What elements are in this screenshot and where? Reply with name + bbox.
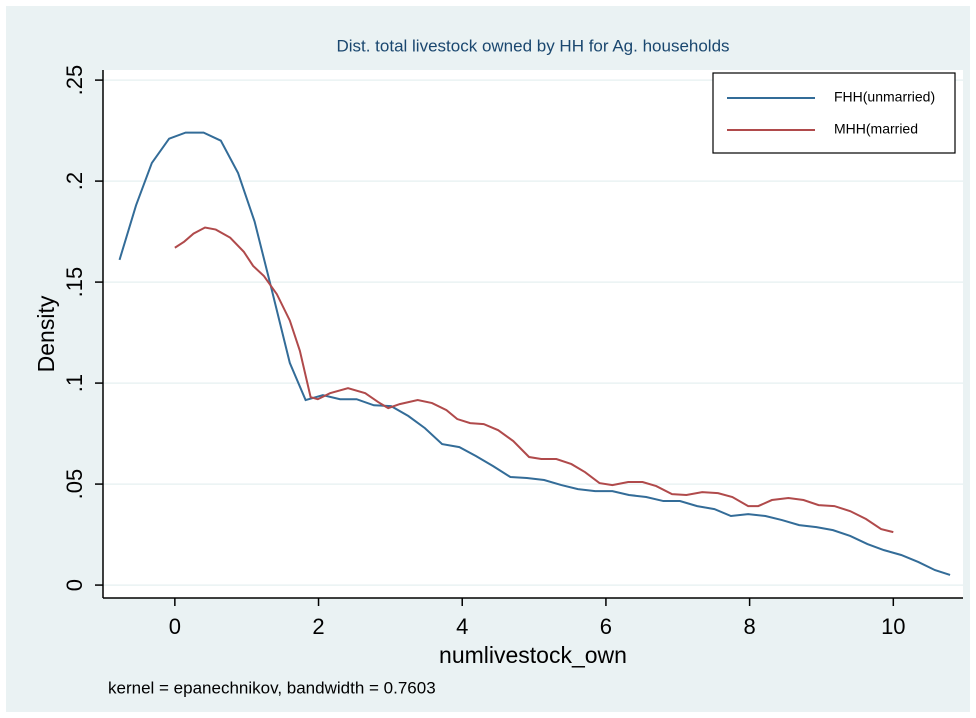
y-tick-label: .25 bbox=[62, 65, 87, 96]
series-line bbox=[174, 226, 894, 534]
x-tick-label: 6 bbox=[600, 614, 612, 639]
x-tick-label: 0 bbox=[169, 614, 181, 639]
y-tick-label: .15 bbox=[62, 267, 87, 298]
y-tick-label: .05 bbox=[62, 469, 87, 500]
x-tick-label: 4 bbox=[456, 614, 468, 639]
series-line bbox=[118, 131, 951, 576]
legend-label: MHH(married bbox=[834, 121, 918, 137]
plot-bg bbox=[103, 70, 963, 598]
y-axis-label: Density bbox=[33, 295, 59, 372]
x-axis-label: numlivestock_own bbox=[439, 642, 627, 668]
y-tick-label: 0 bbox=[62, 579, 87, 591]
x-tick-label: 8 bbox=[743, 614, 755, 639]
legend-box bbox=[712, 72, 956, 154]
note: kernel = epanechnikov, bandwidth = 0.760… bbox=[108, 678, 436, 697]
y-tick-label: .2 bbox=[62, 172, 87, 190]
legend-label: FHH(unmarried) bbox=[834, 89, 935, 105]
x-tick-label: 2 bbox=[312, 614, 324, 639]
chart-title: Dist. total livestock owned by HH for Ag… bbox=[336, 36, 729, 55]
y-tick-label: .1 bbox=[62, 374, 87, 392]
x-tick-label: 10 bbox=[881, 614, 905, 639]
